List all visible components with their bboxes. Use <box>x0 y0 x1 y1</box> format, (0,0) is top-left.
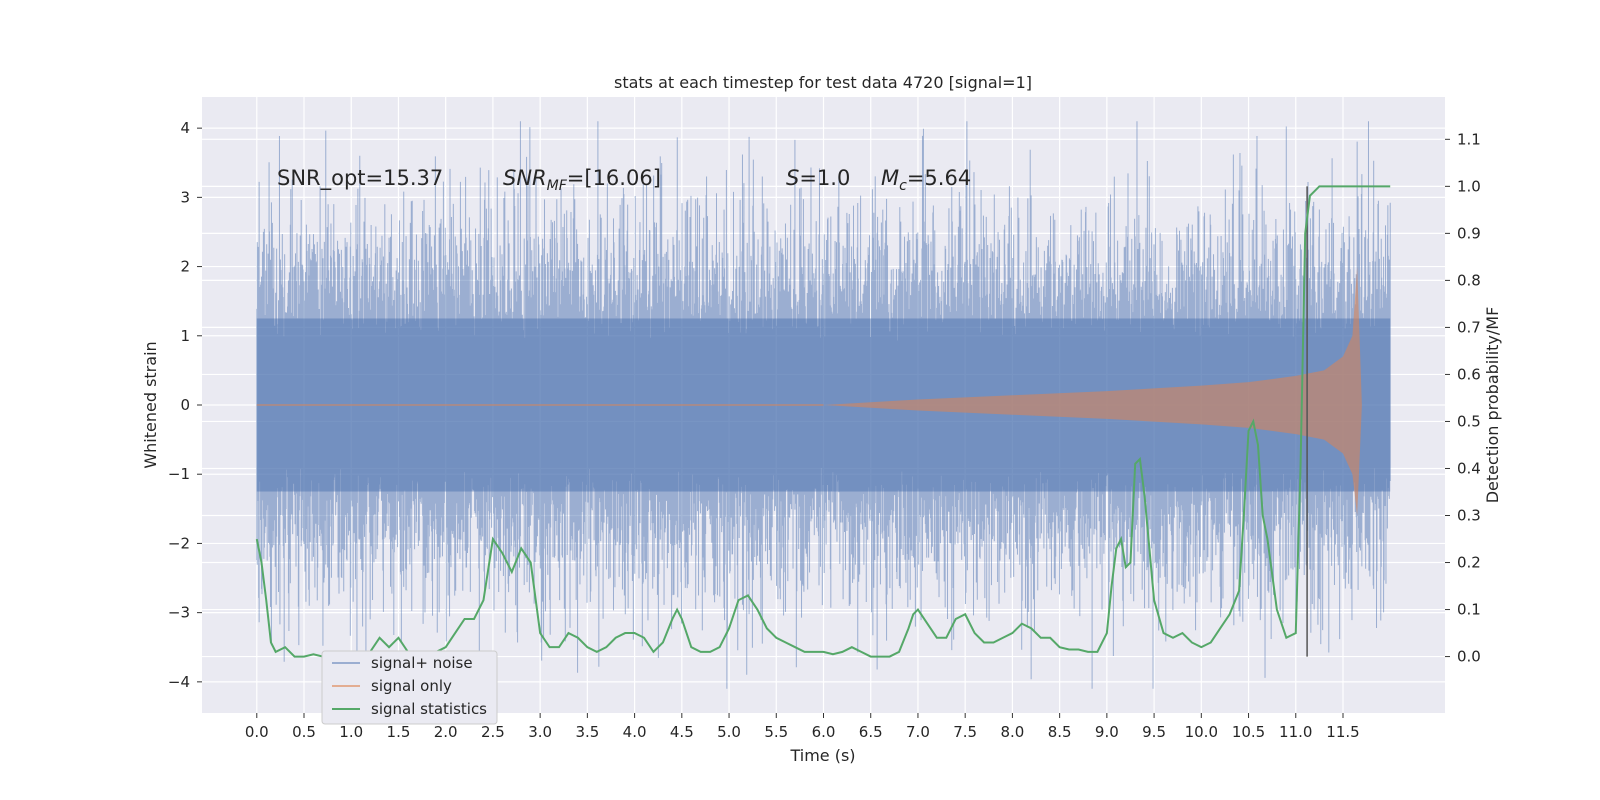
annotation-snr-mf: SNRMF=[16.06] <box>503 166 661 194</box>
x-tick-label: 1.5 <box>387 723 411 741</box>
statistic-series <box>255 185 1391 658</box>
x-tick-label: 8.5 <box>1048 723 1072 741</box>
y2-tick-label: 0.8 <box>1457 271 1481 289</box>
annotation-snr-opt: SNR_opt=15.37 <box>277 166 443 191</box>
legend-label-noise: signal+ noise <box>371 654 473 672</box>
x-tick-label: 5.5 <box>764 723 788 741</box>
y-axis-label: Whitened strain <box>141 341 160 468</box>
y2-tick-label: 0.6 <box>1457 365 1481 383</box>
x-tick-label: 3.0 <box>528 723 552 741</box>
x-tick-label: 11.5 <box>1326 723 1359 741</box>
y-tick-label: 4 <box>180 119 190 137</box>
x-tick-label: 0.5 <box>292 723 316 741</box>
x-tick-label: 4.5 <box>670 723 694 741</box>
x-tick-label: 4.0 <box>623 723 647 741</box>
statistic-line <box>255 185 1391 658</box>
y2-tick-label: 0.0 <box>1457 648 1481 666</box>
x-tick-label: 3.5 <box>575 723 599 741</box>
y2-ticks: 0.0 0.1 0.2 0.3 0.4 0.5 0.6 0.7 0.8 0.9 1.0 1.1 <box>1445 130 1481 666</box>
x-tick-label: 7.5 <box>953 723 977 741</box>
x-tick-label: 9.5 <box>1142 723 1166 741</box>
y2-tick-label: 1.0 <box>1457 177 1481 195</box>
y2-tick-label: 0.9 <box>1457 224 1481 242</box>
x-tick-label: 5.0 <box>717 723 741 741</box>
x-tick-label: 6.0 <box>812 723 836 741</box>
chart-title: stats at each timestep for test data 472… <box>614 73 1032 92</box>
x-tick-label: 6.5 <box>859 723 883 741</box>
y-tick-label: 1 <box>180 327 190 345</box>
legend: signal+ noise signal only signal statist… <box>321 650 498 725</box>
x-axis-label: Time (s) <box>789 746 855 765</box>
x-tick-label: 2.0 <box>434 723 458 741</box>
y-tick-label: −3 <box>168 604 190 622</box>
y-tick-label: 2 <box>180 258 190 276</box>
x-tick-label: 0.0 <box>245 723 269 741</box>
annotation-s: S=1.0 <box>786 166 850 190</box>
y2-tick-label: 0.3 <box>1457 507 1481 525</box>
y2-tick-label: 0.4 <box>1457 459 1481 477</box>
legend-label-stat: signal statistics <box>371 700 487 718</box>
y2-tick-label: 0.5 <box>1457 412 1481 430</box>
x-tick-label: 8.0 <box>1000 723 1024 741</box>
y2-tick-label: 0.1 <box>1457 601 1481 619</box>
y2-tick-label: 0.2 <box>1457 554 1481 572</box>
x-tick-label: 1.0 <box>339 723 363 741</box>
legend-label-signal: signal only <box>371 677 452 695</box>
y-ticks: −4 −3 −2 −1 0 1 2 3 4 <box>168 119 202 691</box>
signal-series <box>256 266 1362 516</box>
signal-envelope <box>823 266 1362 516</box>
x-ticks: 0.0 0.5 1.0 1.5 2.0 2.5 3.0 3.5 4.0 4.5 5.0 5.5 6.0 6… <box>245 713 1360 741</box>
legend-box <box>321 650 498 725</box>
x-tick-label: 10.5 <box>1232 723 1265 741</box>
y2-tick-label: 0.7 <box>1457 318 1481 336</box>
y2-axis-label: Detection probability/MF <box>1483 307 1502 504</box>
x-tick-label: 2.5 <box>481 723 505 741</box>
y-tick-label: 0 <box>180 396 190 414</box>
y-tick-label: 3 <box>180 188 190 206</box>
x-tick-label: 9.0 <box>1095 723 1119 741</box>
y-tick-label: −2 <box>168 534 190 552</box>
y-tick-label: −4 <box>168 673 190 691</box>
annotation-mc: Mc=5.64 <box>881 166 971 194</box>
x-tick-label: 7.0 <box>906 723 930 741</box>
y2-tick-label: 1.1 <box>1457 130 1481 148</box>
y-tick-label: −1 <box>168 465 190 483</box>
x-tick-label: 11.0 <box>1279 723 1312 741</box>
x-tick-label: 10.0 <box>1185 723 1218 741</box>
